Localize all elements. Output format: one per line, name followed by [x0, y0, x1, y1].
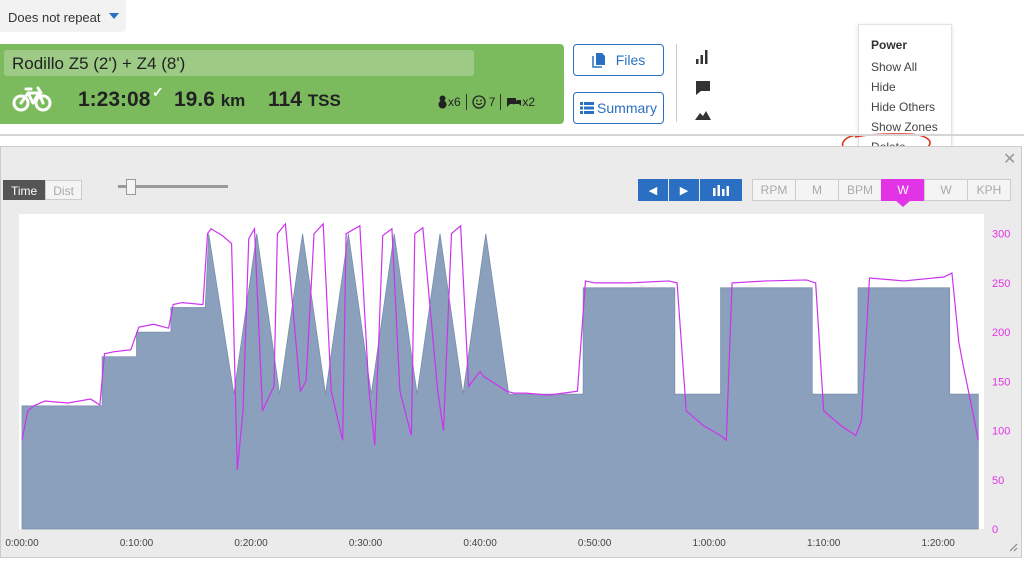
- check-icon: ✓: [152, 84, 164, 100]
- bar-chart-icon[interactable]: [695, 50, 709, 64]
- zoom-slider-track[interactable]: [118, 185, 228, 188]
- chevron-down-icon: [109, 13, 119, 19]
- resize-handle-icon[interactable]: [1008, 542, 1018, 552]
- power-context-menu: Power Show All Hide Hide Others Show Zon…: [858, 24, 952, 175]
- feel-score: 7: [488, 95, 496, 109]
- menu-item-show-all[interactable]: Show All: [871, 60, 918, 74]
- bike-icon: [12, 86, 52, 112]
- repeat-dropdown[interactable]: Does not repeat: [0, 0, 126, 32]
- menu-item-show-zones[interactable]: Show Zones: [871, 120, 938, 134]
- menu-heading: Power: [871, 38, 908, 52]
- workout-tss: 114 TSS: [268, 88, 341, 112]
- next-button[interactable]: ▶: [669, 179, 699, 201]
- kudos-count: x6: [448, 95, 461, 109]
- section-divider: [0, 134, 1024, 136]
- file-icon: [591, 53, 605, 68]
- zoom-slider-handle[interactable]: [126, 179, 136, 195]
- comments-count: x2: [522, 95, 536, 109]
- x-tick-label: 0:00:00: [5, 538, 39, 549]
- list-icon: [580, 102, 595, 114]
- unit-w[interactable]: W: [924, 179, 968, 201]
- y-tick-label: 200: [992, 327, 1010, 339]
- y-tick-label: 250: [992, 278, 1010, 290]
- y-tick-label: 50: [992, 475, 1004, 487]
- repeat-dropdown-label: Does not repeat: [8, 10, 101, 25]
- dist-toggle[interactable]: Dist: [45, 180, 82, 200]
- x-tick-label: 1:00:00: [692, 538, 726, 549]
- unit-selector: RPM M BPM W W KPH: [752, 179, 1011, 201]
- x-tick-label: 0:10:00: [120, 538, 154, 549]
- unit-rpm[interactable]: RPM: [752, 179, 796, 201]
- workout-badges: x6 7 x2: [437, 94, 535, 110]
- y-tick-label: 300: [992, 229, 1010, 241]
- x-tick-label: 1:10:00: [807, 538, 841, 549]
- workout-title: Rodillo Z5 (2') + Z4 (8'): [12, 54, 186, 73]
- kudos-icon: [438, 95, 447, 109]
- comments-icon: [507, 97, 522, 107]
- x-tick-label: 0:40:00: [463, 538, 497, 549]
- workout-header: Rodillo Z5 (2') + Z4 (8') 1:23:08 ✓ 19.6…: [0, 44, 564, 124]
- laps-button[interactable]: [700, 179, 742, 201]
- prev-button[interactable]: ◀: [638, 179, 668, 201]
- summary-button[interactable]: Summary: [573, 92, 664, 124]
- power-chart[interactable]: 0 50 100 150 200 250 300 0:00:00 0:10:00 0:20:00 0…: [0, 200, 1024, 560]
- menu-item-hide-others[interactable]: Hide Others: [871, 100, 936, 114]
- y-tick-label: 150: [992, 376, 1010, 388]
- divider: [676, 44, 677, 122]
- actual-power-line: [21, 222, 979, 470]
- unit-bpm[interactable]: BPM: [838, 179, 882, 201]
- unit-w-selected[interactable]: W: [881, 179, 925, 201]
- badge-divider: [465, 94, 467, 110]
- planned-power-area: [21, 233, 979, 530]
- tss-unit: TSS: [307, 91, 341, 110]
- files-label: Files: [615, 52, 646, 68]
- time-toggle[interactable]: Time: [3, 180, 46, 200]
- time-dist-toggle: Time Dist: [3, 180, 82, 200]
- chevron-right-icon: ▶: [679, 184, 689, 197]
- smiley-icon: [472, 95, 486, 109]
- comment-icon[interactable]: [695, 80, 711, 95]
- workout-title-field[interactable]: Rodillo Z5 (2') + Z4 (8'): [4, 50, 474, 76]
- unit-m[interactable]: M: [795, 179, 839, 201]
- bars-icon: [713, 185, 729, 196]
- y-tick-label: 0: [992, 524, 998, 536]
- x-tick-label: 0:50:00: [578, 538, 612, 549]
- workout-distance: 19.6 km: [174, 88, 245, 112]
- elevation-icon[interactable]: [695, 110, 711, 120]
- tss-value: 114: [268, 88, 302, 111]
- unit-pointer: [895, 200, 911, 207]
- y-tick-label: 100: [992, 426, 1010, 438]
- distance-value: 19.6: [174, 88, 215, 111]
- close-icon[interactable]: ✕: [1003, 151, 1017, 168]
- summary-label: Summary: [597, 100, 657, 116]
- x-tick-label: 0:20:00: [234, 538, 268, 549]
- unit-kph[interactable]: KPH: [967, 179, 1011, 201]
- distance-unit: km: [220, 91, 246, 110]
- x-tick-label: 0:30:00: [349, 538, 383, 549]
- chevron-left-icon: ◀: [648, 184, 658, 197]
- workout-duration: 1:23:08: [78, 88, 151, 111]
- menu-item-hide[interactable]: Hide: [871, 80, 896, 94]
- badge-divider: [500, 94, 502, 110]
- files-button[interactable]: Files: [573, 44, 664, 76]
- x-tick-label: 1:20:00: [922, 538, 956, 549]
